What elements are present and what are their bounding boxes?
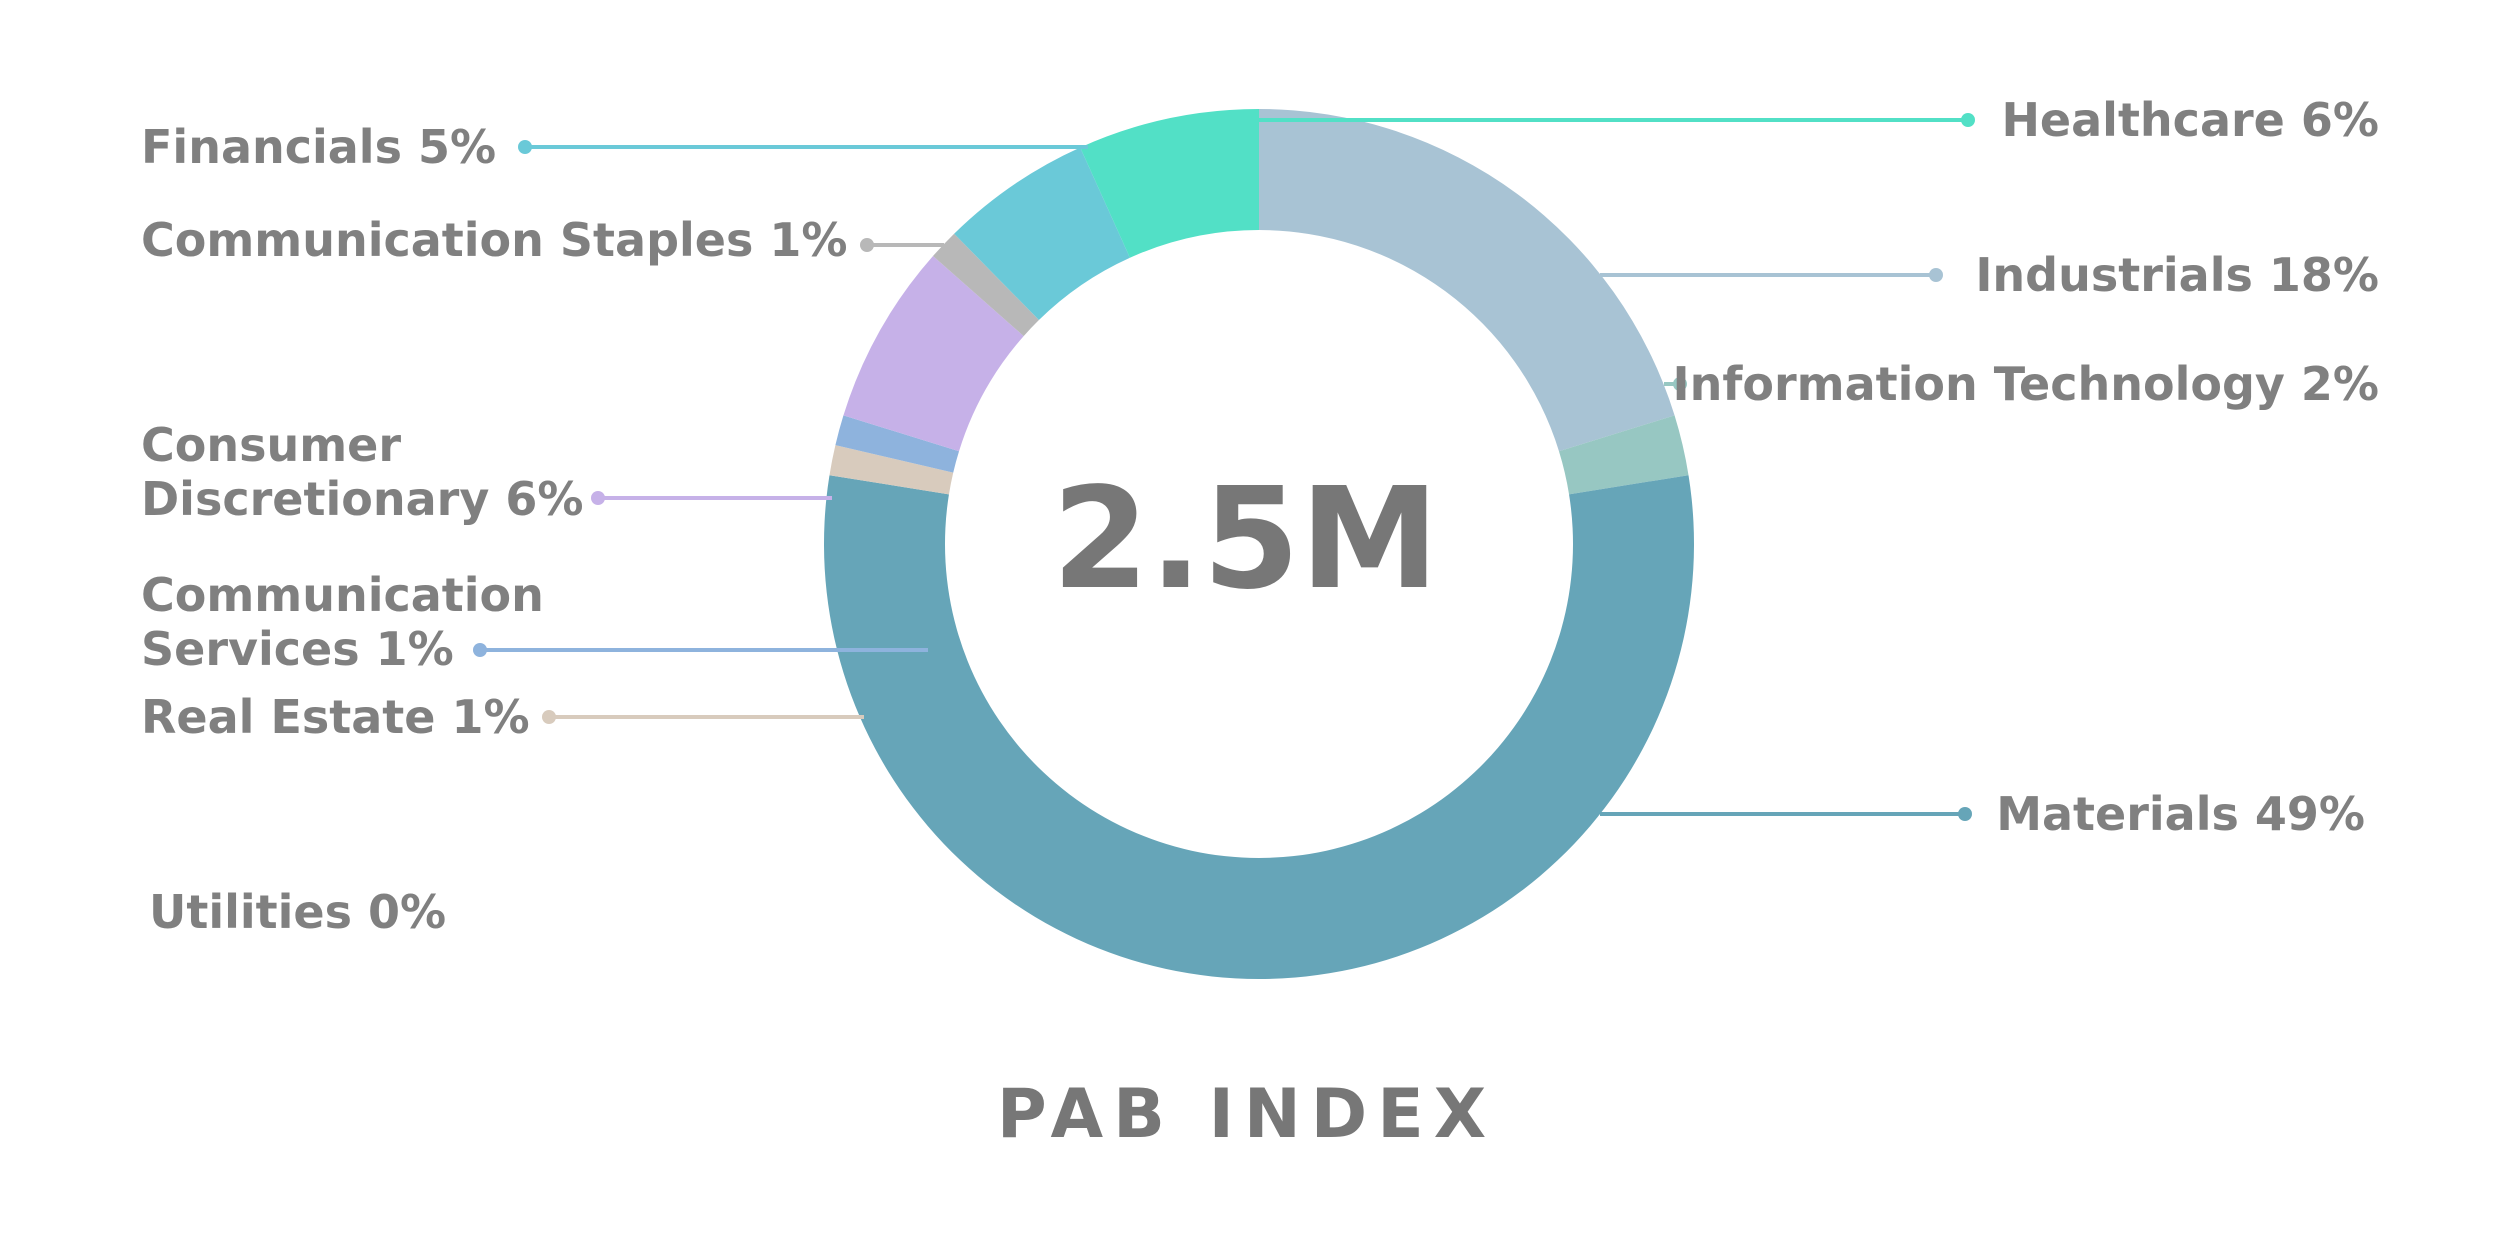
donut-slice	[1259, 109, 1675, 452]
category-name: Healthcare	[2001, 93, 2285, 147]
leader-dot	[860, 238, 874, 252]
value-label: 1%	[375, 622, 454, 676]
category-name: Financials	[141, 120, 402, 174]
value-label: 1%	[769, 213, 848, 267]
slice-label: Real Estate 1%	[141, 690, 530, 744]
value-label: 6%	[505, 472, 584, 526]
donut-slice	[843, 255, 1024, 452]
leader-dot	[1929, 268, 1943, 282]
donut-slice	[829, 445, 954, 495]
category-name: Utilities	[149, 885, 352, 939]
slice-label: Utilities 0%	[149, 885, 446, 939]
category-name: Information Technology	[1672, 357, 2285, 411]
slice-label: Materials 49%	[1996, 787, 2365, 841]
slice-label: Financials 5%	[141, 120, 496, 174]
value-label: 0%	[368, 885, 447, 939]
category-name: Real Estate	[141, 690, 436, 744]
category-name: Materials	[1996, 787, 2239, 841]
category-name: Industrials	[1975, 248, 2253, 302]
donut-slice	[933, 233, 1039, 337]
slice-label: Communication Services 1%	[141, 568, 561, 676]
center-label: 2.5M	[1051, 458, 1440, 621]
category-name: Communication Staples	[141, 213, 754, 267]
leader-dot	[1958, 807, 1972, 821]
leader-dot	[518, 140, 532, 154]
category-name: Consumer Discretionary	[141, 418, 490, 526]
value-label: 1%	[451, 690, 530, 744]
value-label: 18%	[2268, 248, 2379, 302]
value-label: 2%	[2300, 357, 2379, 411]
leader-dot	[1961, 113, 1975, 127]
slice-label: Communication Staples 1%	[141, 213, 847, 267]
leader-dot	[591, 491, 605, 505]
leader-dot	[542, 710, 556, 724]
slice-label: Information Technology 2%	[1673, 357, 2380, 411]
donut-slice	[1080, 109, 1259, 258]
slice-label: Industrials 18%	[1975, 248, 2379, 302]
leader-dot	[1673, 377, 1687, 391]
donut-slice	[1558, 415, 1689, 495]
chart-title: PAB INDEX	[996, 1075, 1497, 1154]
donut-slice	[954, 147, 1130, 321]
donut-slice	[835, 415, 960, 473]
slice-label: Healthcare 6%	[2001, 93, 2379, 147]
category-name: Communication Services	[141, 568, 544, 676]
value-label: 5%	[417, 120, 497, 174]
donut-slice	[824, 475, 1695, 979]
leader-dot	[473, 643, 487, 657]
value-label: 6%	[2300, 93, 2379, 147]
value-label: 49%	[2254, 787, 2365, 841]
slice-label: Consumer Discretionary 6%	[141, 418, 601, 526]
